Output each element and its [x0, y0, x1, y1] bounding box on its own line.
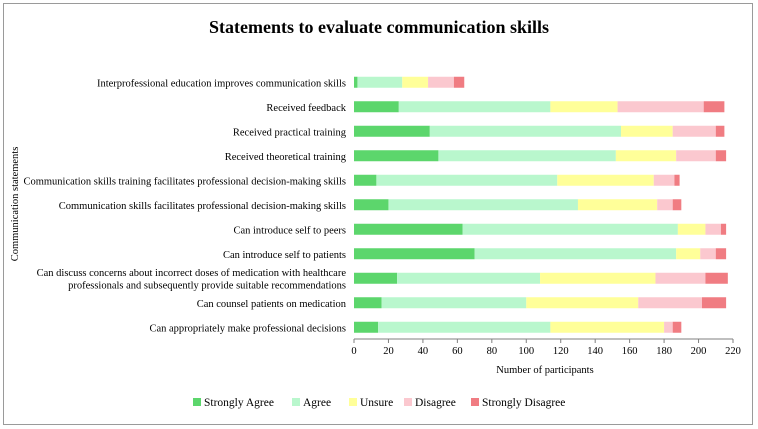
x-tick-label-200: 200 — [691, 346, 707, 357]
x-tick-label-60: 60 — [452, 346, 463, 357]
bar-agree-7 — [474, 248, 677, 260]
bar-unsure-2 — [621, 125, 673, 137]
bar-strongly-agree-1 — [354, 101, 399, 113]
bar-unsure-0 — [402, 76, 429, 88]
x-tick-label-160: 160 — [622, 346, 638, 357]
bar-strongly-disagree-7 — [715, 248, 727, 260]
bar-unsure-1 — [550, 101, 618, 113]
category-label-10: Can appropriately make professional deci… — [149, 323, 346, 334]
legend-label-strongly-disagree: Strongly Disagree — [482, 397, 565, 409]
bar-strongly-agree-2 — [354, 125, 430, 137]
bar-disagree-10 — [664, 321, 673, 333]
x-tick-label-40: 40 — [418, 346, 429, 357]
x-tick-label-120: 120 — [553, 346, 569, 357]
category-label-1: Received feedback — [266, 103, 346, 114]
legend-swatch-disagree — [404, 398, 412, 406]
bar-strongly-disagree-8 — [705, 272, 728, 284]
chart-frame — [3, 3, 753, 425]
bar-disagree-6 — [705, 223, 721, 235]
bar-disagree-7 — [700, 248, 716, 260]
bar-agree-0 — [357, 76, 403, 88]
legend-label-unsure: Unsure — [360, 397, 393, 409]
legend-label-strongly-agree: Strongly Agree — [204, 397, 274, 409]
legend-swatch-strongly-agree — [193, 398, 201, 406]
bar-unsure-10 — [550, 321, 665, 333]
x-tick-label-180: 180 — [656, 346, 672, 357]
bar-agree-3 — [438, 150, 616, 162]
bar-strongly-agree-5 — [354, 199, 389, 211]
legend-swatch-unsure — [349, 398, 357, 406]
category-label-7: Can introduce self to patients — [223, 250, 346, 261]
bar-disagree-1 — [617, 101, 704, 113]
category-labels: Interprofessional education improves com… — [23, 78, 346, 334]
bar-disagree-4 — [653, 174, 675, 186]
bar-strongly-disagree-6 — [720, 223, 727, 235]
legend-swatch-strongly-disagree — [471, 398, 479, 406]
legend-swatch-agree — [292, 398, 300, 406]
x-axis: 0 20 40 60 80 100 120 140 160 180 200 220 — [351, 338, 741, 357]
bar-agree-2 — [429, 125, 622, 137]
bar-unsure-3 — [615, 150, 677, 162]
bar-strongly-disagree-5 — [672, 199, 682, 211]
bar-strongly-disagree-0 — [453, 76, 465, 88]
bar-unsure-4 — [557, 174, 654, 186]
bar-disagree-3 — [676, 150, 716, 162]
bar-strongly-disagree-3 — [715, 150, 727, 162]
x-tick-label-140: 140 — [587, 346, 603, 357]
bar-strongly-agree-10 — [354, 321, 379, 333]
category-label-2: Received practical training — [233, 127, 347, 138]
bar-disagree-0 — [428, 76, 454, 88]
bar-agree-1 — [398, 101, 551, 113]
bar-disagree-2 — [672, 125, 716, 137]
bar-strongly-agree-7 — [354, 248, 475, 260]
x-tick-label-80: 80 — [487, 346, 498, 357]
bar-unsure-8 — [540, 272, 656, 284]
bar-strongly-agree-3 — [354, 150, 439, 162]
bar-strongly-agree-4 — [354, 174, 377, 186]
bar-agree-6 — [462, 223, 678, 235]
bar-strongly-disagree-9 — [701, 297, 727, 309]
bar-disagree-5 — [657, 199, 673, 211]
bar-strongly-disagree-1 — [703, 101, 725, 113]
category-label-9: Can counsel patients on medication — [197, 299, 347, 310]
chart-title: Statements to evaluate communication ski… — [209, 17, 549, 37]
y-axis-title: Communication statements — [10, 147, 21, 262]
category-label-4: Communication skills training facilitate… — [23, 176, 346, 187]
bar-unsure-9 — [526, 297, 639, 309]
category-label-8: Can discuss concerns about incorrect dos… — [37, 268, 347, 292]
category-label-6: Can introduce self to peers — [233, 225, 346, 236]
legend-label-disagree: Disagree — [415, 397, 456, 409]
bar-strongly-agree-6 — [354, 223, 463, 235]
bar-agree-10 — [378, 321, 551, 333]
bar-strongly-disagree-2 — [715, 125, 725, 137]
bar-agree-9 — [381, 297, 527, 309]
bar-unsure-7 — [676, 248, 701, 260]
x-tick-label-100: 100 — [518, 346, 534, 357]
legend-label-agree: Agree — [303, 397, 331, 409]
bar-unsure-6 — [677, 223, 706, 235]
bar-disagree-9 — [638, 297, 702, 309]
x-tick-label-20: 20 — [383, 346, 394, 357]
bar-agree-5 — [388, 199, 578, 211]
category-label-0: Interprofessional education improves com… — [97, 78, 346, 89]
bar-agree-4 — [376, 174, 558, 186]
bar-strongly-agree-9 — [354, 297, 382, 309]
bar-agree-8 — [397, 272, 541, 284]
bars-layer — [354, 76, 728, 333]
legend: Strongly Agree Agree Unsure Disagree Strongl… — [193, 397, 565, 409]
bar-unsure-5 — [577, 199, 658, 211]
bar-strongly-disagree-4 — [674, 174, 680, 186]
bar-strongly-agree-8 — [354, 272, 398, 284]
x-tick-label-0: 0 — [351, 346, 356, 357]
x-axis-title: Number of participants — [496, 365, 593, 376]
bar-strongly-agree-0 — [354, 76, 358, 88]
category-label-3: Received theoretical training — [225, 152, 347, 163]
bar-strongly-disagree-10 — [672, 321, 682, 333]
x-tick-label-220: 220 — [725, 346, 741, 357]
category-label-5: Communication skills facilitates profess… — [59, 201, 346, 212]
bar-disagree-8 — [655, 272, 706, 284]
